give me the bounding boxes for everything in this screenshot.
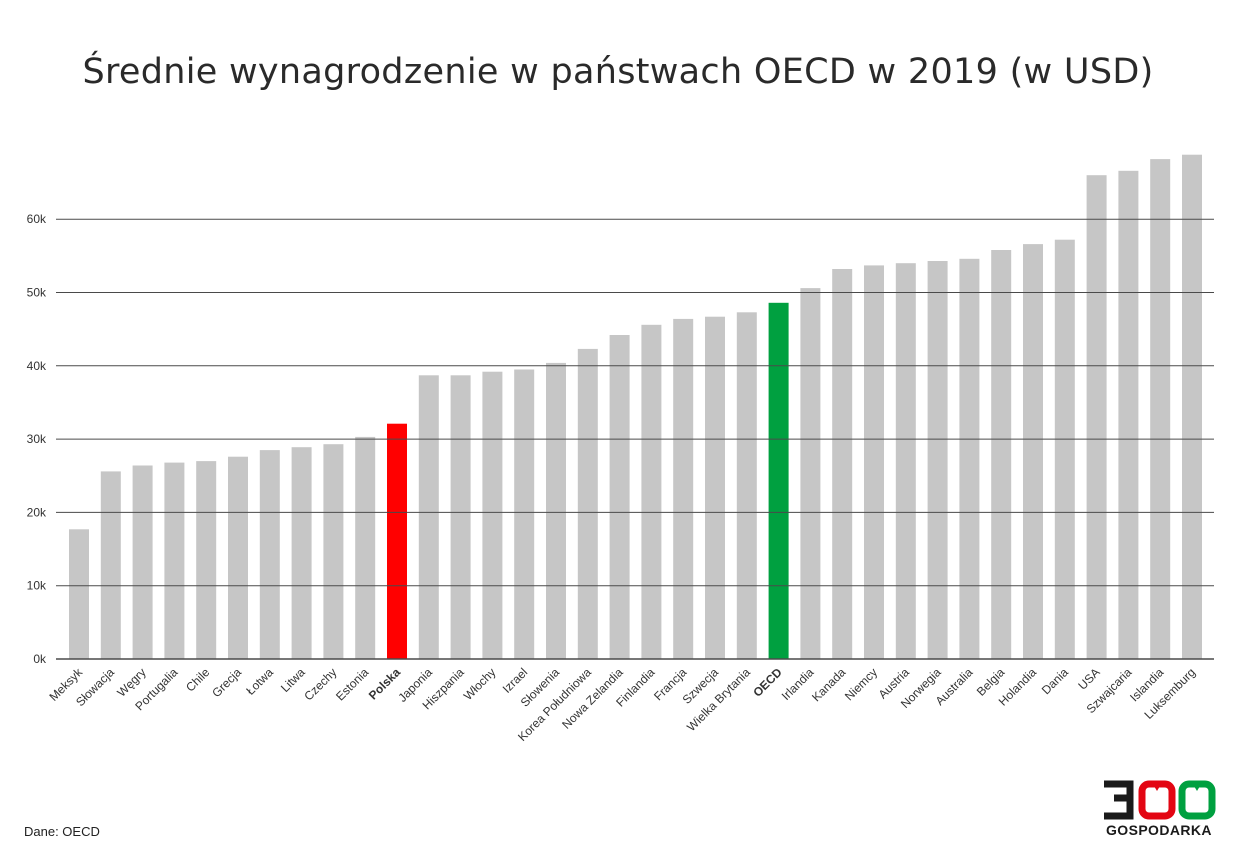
- bar-francja: [673, 318, 694, 659]
- x-label-grecja: Grecja: [209, 665, 244, 700]
- bar-islandia: [1150, 159, 1171, 659]
- bar-irlandia: [800, 288, 821, 659]
- bar-meksyk: [69, 529, 89, 659]
- bar-izrael: [514, 369, 535, 659]
- bar-niemcy: [864, 265, 884, 659]
- bar-usa: [1086, 175, 1107, 659]
- bar-oecd: [768, 302, 789, 659]
- bar-japonia: [418, 375, 439, 659]
- bar-luksemburg: [1182, 154, 1202, 659]
- y-tick-30k: 30k: [27, 432, 47, 446]
- x-label-kanada: Kanada: [809, 665, 848, 704]
- bar-nowa-zelandia: [609, 335, 630, 659]
- bar-dania: [1054, 239, 1075, 659]
- source-note: Dane: OECD: [24, 824, 100, 839]
- x-label-niemcy: Niemcy: [842, 665, 880, 703]
- x-label-dania: Dania: [1039, 665, 1071, 697]
- bar-belgia: [991, 250, 1012, 659]
- bar-czechy: [323, 444, 344, 659]
- bar-słowenia: [546, 362, 566, 659]
- bar-grecja: [228, 456, 248, 659]
- bar-portugalia: [164, 462, 185, 659]
- bar-finlandia: [641, 324, 662, 659]
- bar-węgry: [132, 465, 153, 659]
- x-label-estonia: Estonia: [333, 665, 371, 703]
- logo-number: [1104, 780, 1216, 820]
- bar-korea-południowa: [577, 348, 598, 659]
- y-tick-60k: 60k: [27, 212, 47, 226]
- y-axis-ticks: 0k 10k 20k 30k 40k 50k 60k: [27, 212, 47, 666]
- y-tick-0k: 0k: [33, 652, 47, 666]
- y-tick-50k: 50k: [27, 286, 47, 300]
- bar-norwegia: [927, 261, 948, 659]
- y-tick-40k: 40k: [27, 359, 47, 373]
- logo-300-gospodarka: GOSPODARKA: [1100, 778, 1218, 844]
- bar-łotwa: [259, 450, 280, 659]
- bar-holandia: [1023, 244, 1043, 659]
- bar-włochy: [482, 371, 503, 659]
- bar-kanada: [832, 269, 853, 659]
- bar-austria: [895, 263, 916, 659]
- bar-litwa: [291, 447, 312, 659]
- bar-polska: [387, 423, 407, 659]
- logo-text: GOSPODARKA: [1106, 822, 1212, 838]
- bar-australia: [959, 258, 980, 659]
- chart-title: Średnie wynagrodzenie w państwach OECD w…: [82, 52, 1154, 92]
- bar-słowacja: [100, 471, 121, 659]
- bar-szwecja: [705, 316, 725, 659]
- y-tick-20k: 20k: [27, 505, 47, 519]
- grid-lines: [56, 218, 1214, 660]
- x-label-łotwa: Łotwa: [243, 665, 276, 698]
- bar-chile: [196, 461, 217, 659]
- x-label-włochy: Włochy: [461, 665, 499, 703]
- y-tick-10k: 10k: [27, 579, 47, 593]
- bar-wielka-brytania: [736, 312, 757, 659]
- bar-estonia: [355, 436, 376, 659]
- bar-hiszpania: [450, 375, 471, 659]
- x-label-czechy: Czechy: [301, 665, 339, 703]
- x-label-usa: USA: [1075, 665, 1102, 692]
- bars: [69, 154, 1202, 660]
